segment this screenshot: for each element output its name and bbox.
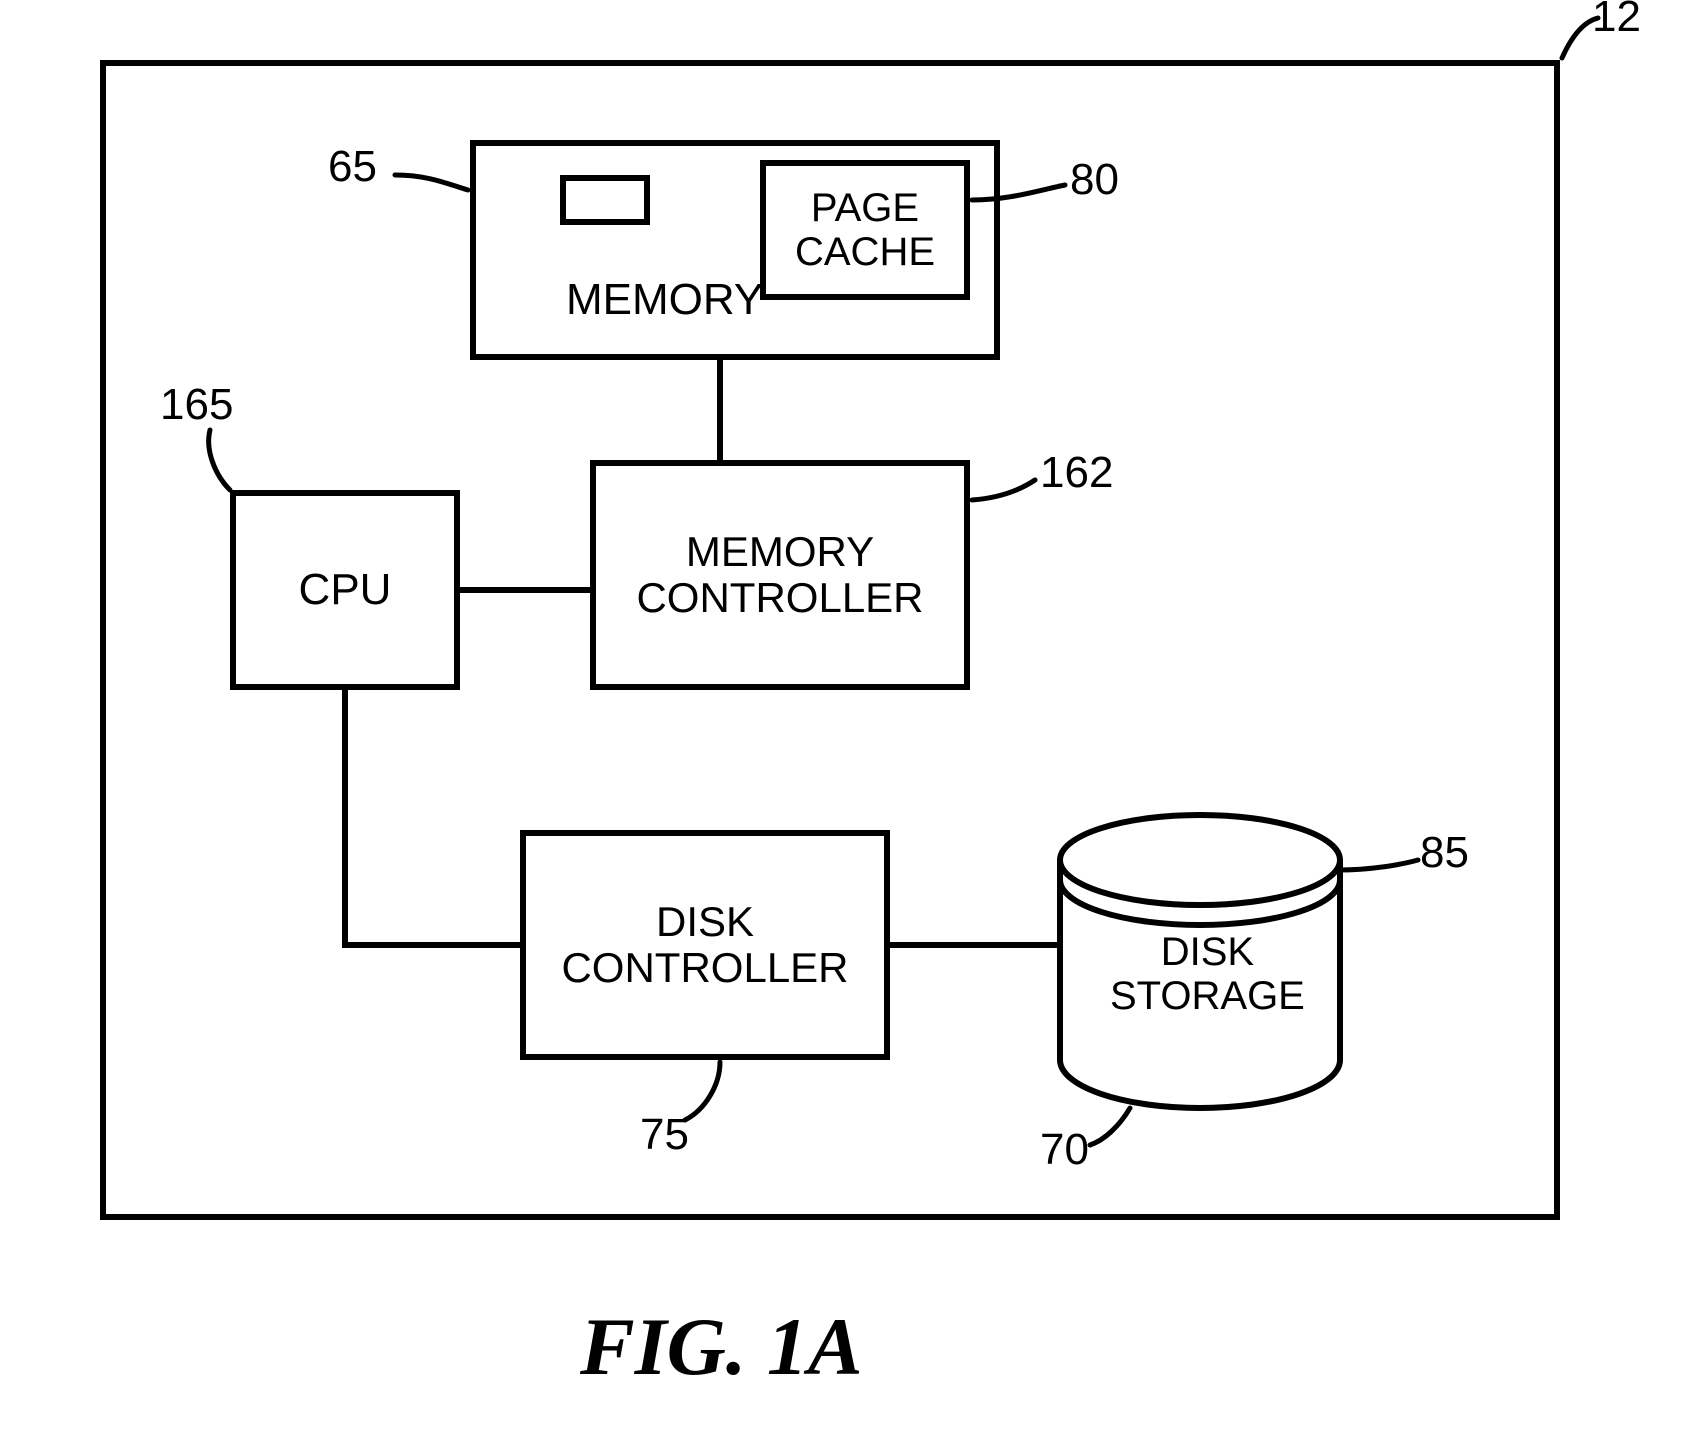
ref-80: 80 xyxy=(1070,155,1119,205)
memory-controller-label: MEMORY CONTROLLER xyxy=(636,529,923,621)
diagram-canvas: MEMORY PAGE CACHE CPU MEMORY CONTROLLER … xyxy=(0,0,1696,1451)
ref-70: 70 xyxy=(1040,1125,1089,1175)
disk-storage-label: DISK STORAGE xyxy=(1110,930,1305,1018)
page-cache-block: PAGE CACHE xyxy=(760,160,970,300)
disk-controller-block: DISK CONTROLLER xyxy=(520,830,890,1060)
ref-85: 85 xyxy=(1420,828,1469,878)
cpu-label: CPU xyxy=(299,566,392,614)
disk-controller-label: DISK CONTROLLER xyxy=(561,899,848,991)
memory-controller-block: MEMORY CONTROLLER xyxy=(590,460,970,690)
memory-label: MEMORY xyxy=(566,276,763,324)
memory-small-rect xyxy=(560,175,650,225)
ref-12: 12 xyxy=(1592,0,1641,42)
ref-162: 162 xyxy=(1040,448,1113,498)
ref-65: 65 xyxy=(328,142,377,192)
page-cache-label: PAGE CACHE xyxy=(795,186,935,274)
figure-caption: FIG. 1A xyxy=(580,1300,863,1394)
cpu-block: CPU xyxy=(230,490,460,690)
ref-165: 165 xyxy=(160,380,233,430)
ref-75: 75 xyxy=(640,1110,689,1160)
